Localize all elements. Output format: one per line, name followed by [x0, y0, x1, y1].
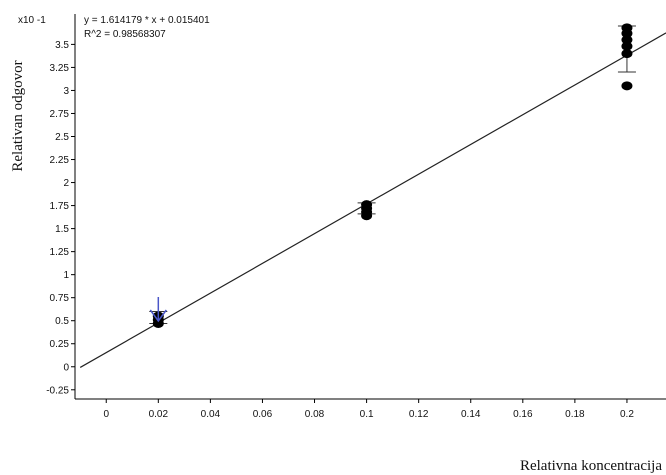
- x-tick-label: 0: [103, 409, 109, 420]
- x-axis-title: Relativna koncentracija: [520, 458, 662, 474]
- y-tick-label: 3.5: [55, 40, 69, 51]
- x-tick-label: 0.16: [513, 409, 533, 420]
- regression-line: [79, 32, 666, 368]
- y-tick-label: 2: [63, 178, 69, 189]
- y-tick-label: 1.75: [50, 201, 70, 212]
- x-tick-label: 0.18: [565, 409, 585, 420]
- data-points: [152, 23, 633, 328]
- x-tick-label: 0.06: [253, 409, 273, 420]
- y-multiplier-label: x10 -1: [18, 15, 46, 26]
- x-tick-label: 0.1: [360, 409, 374, 420]
- data-point: [621, 41, 633, 51]
- x-tick-label: 0.02: [149, 409, 169, 420]
- equation-text: y = 1.614179 * x + 0.015401: [84, 15, 210, 26]
- y-tick-label: 1: [63, 270, 69, 281]
- fit-line-group: [79, 32, 666, 368]
- y-tick-label: 2.25: [50, 155, 70, 166]
- error-bars: [149, 25, 636, 324]
- x-tick-label: 0.12: [409, 409, 429, 420]
- y-tick-label: 2.5: [55, 132, 69, 143]
- annotations: [149, 297, 167, 323]
- y-tick-label: -0.25: [46, 385, 69, 396]
- y-tick-label: 0: [63, 362, 69, 373]
- y-axis-title: Relativan odgovor: [10, 60, 26, 171]
- data-point: [621, 49, 633, 59]
- data-point: [621, 23, 633, 33]
- y-tick-label: 0.25: [50, 339, 70, 350]
- x-ticks: 0 0.02 0.04 0.06 0.08 0.1 0.12 0.14 0.16 0.18 0.2: [103, 399, 634, 420]
- data-point: [621, 81, 633, 91]
- y-tick-label: 2.75: [50, 109, 70, 120]
- data-point: [361, 200, 373, 210]
- y-tick-label: 3.25: [50, 63, 70, 74]
- y-tick-label: 1.25: [50, 247, 70, 258]
- x-tick-label: 0.04: [201, 409, 221, 420]
- y-tick-label: 3: [63, 86, 69, 97]
- r2-text: R^2 = 0.98568307: [84, 29, 166, 40]
- data-point: [621, 35, 633, 45]
- y-ticks: -0.25 0 0.25 0.5 0.75 1 1.25 1.5 1.75 2 2.25 2.5 2.7…: [46, 40, 75, 396]
- x-tick-label: 0.2: [620, 409, 634, 420]
- arrow-head-icon: [149, 309, 167, 323]
- y-tick-label: 0.75: [50, 293, 70, 304]
- axes: [74, 14, 666, 400]
- y-tick-label: 1.5: [55, 224, 69, 235]
- x-tick-label: 0.08: [305, 409, 325, 420]
- y-tick-label: 0.5: [55, 316, 69, 327]
- x-tick-label: 0.14: [461, 409, 481, 420]
